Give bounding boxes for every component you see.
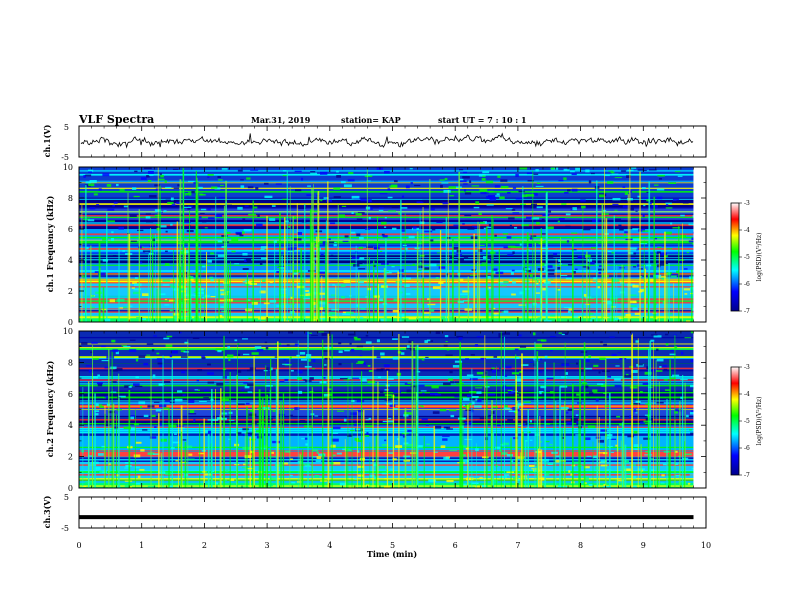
y-tick-label: 10 <box>63 327 73 336</box>
colorbar-tick-label: -3 <box>744 200 750 207</box>
colorbar-tick-label: -6 <box>744 281 750 288</box>
ch3-waveform-ylabel: ch.3(V) <box>42 495 52 528</box>
date-label: Mar.31, 2019 <box>251 115 311 125</box>
colorbar-ch2-scale <box>730 366 740 476</box>
x-tick-label: 4 <box>327 541 332 550</box>
colorbar-tick-label: -7 <box>744 308 750 315</box>
station-label: station= KAP <box>341 115 401 125</box>
ch3-ytick-bottom: -5 <box>61 524 69 533</box>
x-tick-label: 5 <box>390 541 395 550</box>
x-tick-label: 7 <box>515 541 520 550</box>
x-tick-label: 9 <box>641 541 646 550</box>
start-time-label: start UT = 7 : 10 : 1 <box>438 115 527 125</box>
y-tick-label: 4 <box>68 256 73 265</box>
figure-title: VLF Spectra <box>78 113 154 126</box>
ch1-waveform-trace <box>80 132 694 149</box>
ch2-spectrogram-image <box>79 331 706 488</box>
x-tick-label: 2 <box>202 541 207 550</box>
colorbar-tick-label: -6 <box>744 445 750 452</box>
y-tick-label: 0 <box>68 484 73 493</box>
x-tick-label: 6 <box>453 541 458 550</box>
x-axis-label: Time (min) <box>367 549 417 559</box>
colorbar-tick-label: -7 <box>744 472 750 479</box>
ch1-ytick-top: 5 <box>64 123 69 132</box>
ch2-spectrogram-ylabel: ch.2 Frequency (kHz) <box>45 361 55 458</box>
y-tick-label: 10 <box>63 163 73 172</box>
ch3-ytick-top: 5 <box>64 493 69 502</box>
x-tick-label: 3 <box>265 541 270 550</box>
y-tick-label: 8 <box>68 194 73 203</box>
y-tick-label: 2 <box>68 453 73 462</box>
y-tick-label: 6 <box>68 390 73 399</box>
ch1-spectrogram-panel: 0 2 4 6 8 10 ch.1 Frequency (kHz) <box>45 163 707 327</box>
colorbar-ch2-label: log(PSD)(V²/Hz) <box>756 397 763 446</box>
y-tick-label: 6 <box>68 225 73 234</box>
x-tick-label: 8 <box>578 541 583 550</box>
colorbar-tick-label: -4 <box>744 391 750 398</box>
colorbar-tick-label: -4 <box>744 227 750 234</box>
x-tick-label: 10 <box>701 541 711 550</box>
ch1-ytick-bottom: -5 <box>61 153 69 162</box>
y-tick-label: 4 <box>68 421 73 430</box>
ch2-spectrogram-panel: 0 2 4 6 8 10 ch.2 Frequency (kHz) <box>45 327 707 493</box>
y-tick-label: 8 <box>68 358 73 367</box>
ch1-spectrogram-image <box>79 167 706 322</box>
y-tick-label: 0 <box>68 318 73 327</box>
colorbar-tick-label: -5 <box>744 254 750 261</box>
ch1-waveform-ylabel: ch.1(V) <box>42 124 52 157</box>
colorbar-ch2: -3 -4 -5 -6 -7 log(PSD)(V²/Hz) <box>730 364 763 479</box>
colorbar-ch1-scale <box>730 202 740 312</box>
x-tick-label: 1 <box>139 541 144 550</box>
y-tick-label: 2 <box>68 287 73 296</box>
ch1-spectrogram-ylabel: ch.1 Frequency (kHz) <box>45 196 55 293</box>
x-tick-label: 0 <box>76 541 81 550</box>
colorbar-tick-label: -5 <box>744 418 750 425</box>
x-axis: 0 1 2 3 4 5 6 7 8 9 10 <box>76 126 711 550</box>
colorbar-ch1: -3 -4 -5 -6 -7 log(PSD)(V²/Hz) <box>730 200 763 315</box>
colorbar-ch1-label: log(PSD)(V²/Hz) <box>756 233 763 282</box>
colorbar-tick-label: -3 <box>744 364 750 371</box>
